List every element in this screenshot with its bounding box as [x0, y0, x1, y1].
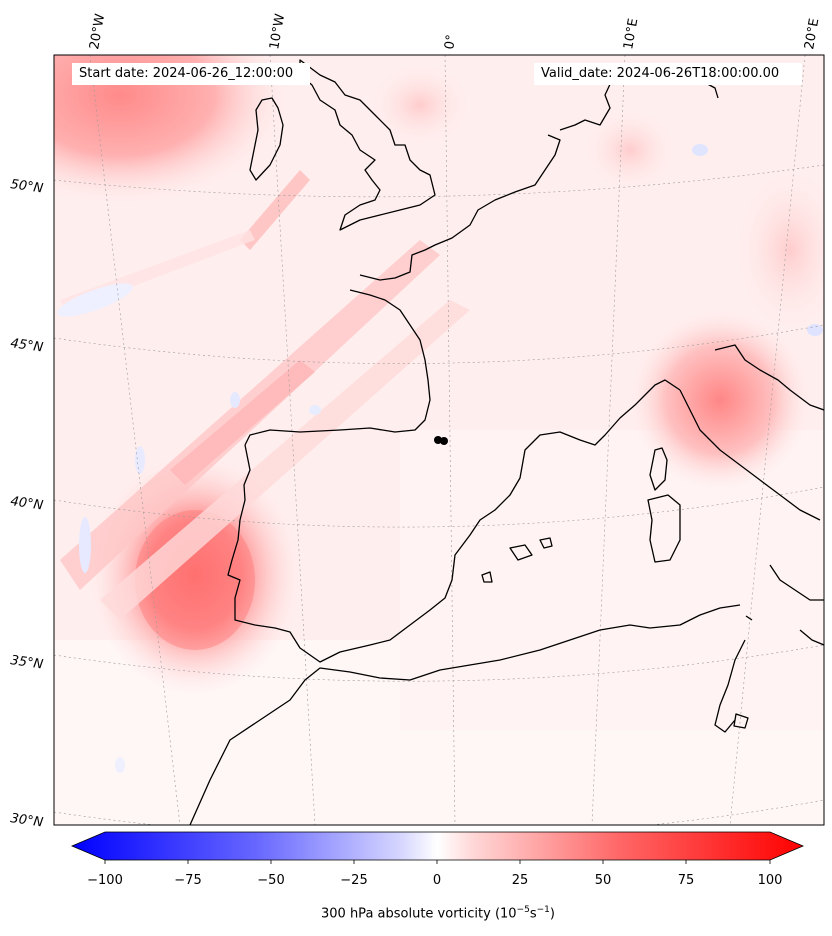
lon-label-10e: 10°E: [621, 17, 641, 50]
colorbar-gradient: [70, 831, 805, 861]
lat-label-40n: 40°N: [9, 494, 44, 513]
cb-tick-label: 0: [433, 873, 441, 888]
cb-tick-label: 75: [678, 873, 695, 888]
vorticity-field: [54, 55, 824, 825]
cb-tick-label: 50: [595, 873, 612, 888]
map-frame: [53, 54, 825, 826]
cb-tick-label: −50: [257, 873, 284, 888]
lat-label-50n: 50°N: [9, 177, 44, 196]
start-date-label: Start date: 2024-06-26_12:00:00: [79, 66, 294, 81]
lon-label-20w: 20°W: [87, 13, 108, 51]
colorbar: −100 −75 −50 −25 0 25 50 75 100: [70, 831, 805, 888]
coastlines: [189, 59, 824, 825]
valid-date-label: Valid_date: 2024-06-26T18:00:00.00: [541, 66, 780, 81]
start-date-box: [72, 63, 310, 85]
cb-tick-label: 100: [758, 873, 783, 888]
valid-date-box: [534, 63, 802, 85]
colorbar-ticks: [104, 860, 771, 864]
colorbar-label-close: ): [549, 906, 555, 922]
lat-label-45n: 45°N: [9, 336, 44, 355]
cb-tick-label: 25: [512, 873, 529, 888]
cb-tick-label: −25: [340, 873, 367, 888]
colorbar-label-text: 300 hPa absolute vorticity (10: [321, 906, 517, 922]
colorbar-label-exponent: −1: [536, 905, 550, 915]
station-marker: [434, 436, 448, 445]
colorbar-label: 300 hPa absolute vorticity (10−5s−1): [0, 905, 832, 921]
lon-label-10w: 10°W: [267, 13, 288, 51]
colorbar-label-unit: s: [529, 906, 537, 922]
lon-label-20e: 20°E: [802, 17, 822, 50]
lat-label-30n: 30°N: [9, 811, 44, 830]
lat-label-35n: 35°N: [9, 653, 44, 672]
colorbar-label-exponent: −5: [516, 905, 530, 915]
lon-label-0: 0°: [442, 34, 459, 51]
graticule: [54, 55, 824, 825]
cb-tick-label: −75: [174, 873, 201, 888]
cb-tick-label: −100: [87, 873, 123, 888]
